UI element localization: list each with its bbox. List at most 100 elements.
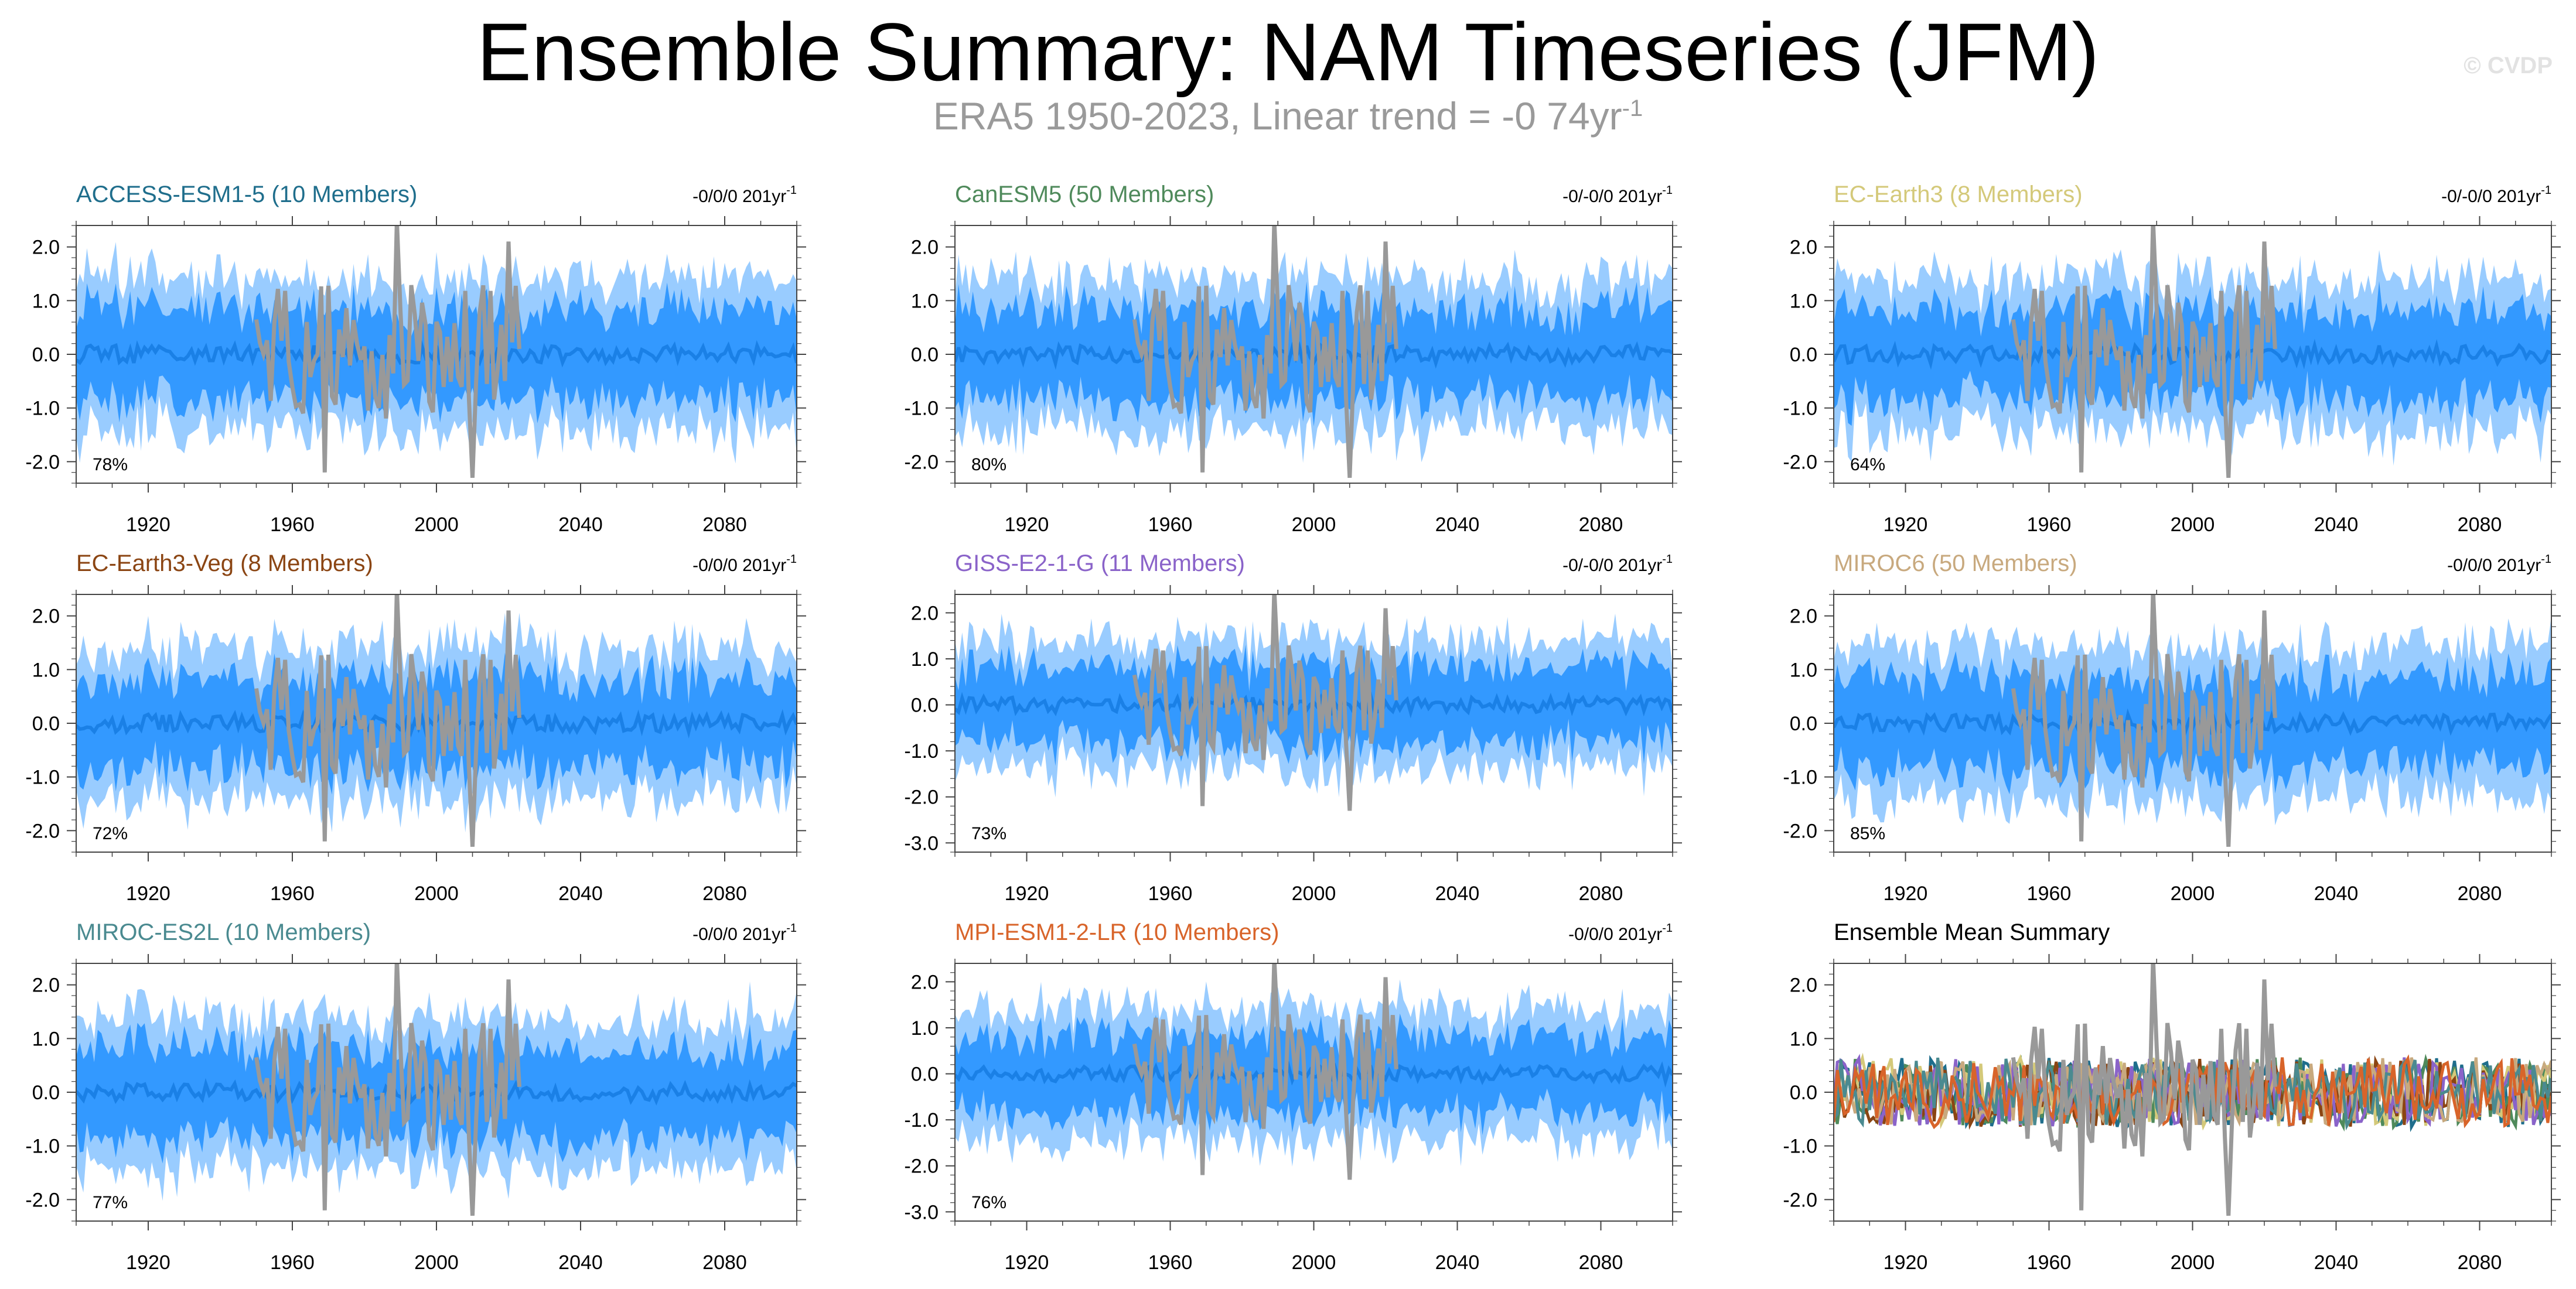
y-tick-label: -2.0 <box>25 820 60 842</box>
x-tick-label: 1960 <box>270 883 315 905</box>
x-tick-label: 1920 <box>1884 883 1928 905</box>
observations-line <box>254 594 521 847</box>
subtitle-text: ERA5 1950-2023, Linear trend = -0 74yr <box>933 94 1622 138</box>
plot-area <box>1834 594 2551 847</box>
page-subtitle: ERA5 1950-2023, Linear trend = -0 74yr-1 <box>0 94 2576 138</box>
x-tick-label: 1960 <box>1148 514 1193 536</box>
chart-panel: MIROC-ES2L (10 Members) -0/0/0 201yr-1 192… <box>25 919 806 1274</box>
panel-trend: -0/0/0 201yr-1 <box>1568 922 1673 944</box>
y-tick-label: 0.0 <box>1790 1082 1817 1104</box>
x-tick-label: 2040 <box>1435 883 1480 905</box>
y-tick-label: 0.0 <box>911 1064 939 1086</box>
plot-area <box>76 225 797 478</box>
y-tick-label: 0.0 <box>32 1082 60 1104</box>
x-tick-label: 1960 <box>2027 883 2072 905</box>
observations-line <box>1132 225 1398 478</box>
observations-line <box>254 963 521 1216</box>
x-tick-label: 1960 <box>1148 1252 1193 1274</box>
panel-trend: -0/0/0 201yr-1 <box>692 922 797 944</box>
x-tick-label: 2040 <box>558 1252 603 1274</box>
chart-panel: EC-Earth3 (8 Members) -0/-0/0 201yr-1 1920… <box>1783 182 2561 536</box>
panel-title: EC-Earth3 (8 Members) <box>1834 182 2083 207</box>
plot-area <box>1834 225 2551 478</box>
x-tick-label: 2080 <box>1579 514 1623 536</box>
y-tick-label: 2.0 <box>911 971 939 993</box>
y-tick-label: 2.0 <box>911 602 939 624</box>
x-tick-label: 1960 <box>2027 514 2072 536</box>
x-tick-label: 2000 <box>2171 1252 2215 1274</box>
panel-trend: -0/-0/0 201yr-1 <box>2441 184 2551 206</box>
observations-line <box>2011 963 2277 1216</box>
x-tick-label: 2040 <box>2314 1252 2359 1274</box>
x-tick-label: 2000 <box>2171 514 2215 536</box>
cvdp-watermark: © CVDP <box>2464 53 2553 78</box>
panel-percent-label: 85% <box>1850 824 1885 843</box>
observations-line <box>1132 594 1398 811</box>
x-tick-label: 2080 <box>702 514 747 536</box>
panel-trend: -0/-0/0 201yr-1 <box>1562 553 1673 575</box>
panel-title: Ensemble Mean Summary <box>1834 919 2110 945</box>
page-title: Ensemble Summary: NAM Timeseries (JFM) <box>476 6 2100 98</box>
x-tick-label: 2000 <box>1292 883 1336 905</box>
y-tick-label: 2.0 <box>1790 975 1817 997</box>
panel-percent-label: 73% <box>971 824 1006 843</box>
x-tick-label: 1920 <box>126 514 170 536</box>
y-tick-label: 2.0 <box>32 975 60 997</box>
y-tick-label: -3.0 <box>904 1201 939 1223</box>
x-tick-label: 2000 <box>414 883 459 905</box>
x-tick-label: 2040 <box>558 883 603 905</box>
panel-title: MPI-ESM1-2-LR (10 Members) <box>955 919 1279 945</box>
panel-trend: -0/-0/0 201yr-1 <box>1562 184 1673 206</box>
panel-percent-label: 76% <box>971 1193 1006 1212</box>
plot-area <box>955 594 1673 811</box>
x-tick-label: 2000 <box>1292 1252 1336 1274</box>
chart-panel: MPI-ESM1-2-LR (10 Members) -0/0/0 201yr-1… <box>904 919 1682 1274</box>
x-tick-label: 2040 <box>1435 514 1480 536</box>
y-tick-label: -3.0 <box>904 832 939 854</box>
subtitle-superscript: -1 <box>1622 95 1643 121</box>
x-tick-label: 2000 <box>2171 883 2215 905</box>
plot-area <box>955 963 1673 1180</box>
y-tick-label: -1.0 <box>904 398 939 420</box>
panel-title: GISS-E2-1-G (11 Members) <box>955 551 1245 576</box>
x-tick-label: 1920 <box>1884 1252 1928 1274</box>
y-tick-label: 0.0 <box>911 344 939 366</box>
y-tick-label: 0.0 <box>32 713 60 735</box>
x-tick-label: 1920 <box>126 1252 170 1274</box>
y-tick-label: -2.0 <box>904 1155 939 1178</box>
chart-panel: ACCESS-ESM1-5 (10 Members) -0/0/0 201yr-1… <box>25 182 806 536</box>
x-tick-label: 1920 <box>1005 883 1049 905</box>
observations-line <box>1132 963 1398 1180</box>
y-tick-label: -1.0 <box>25 1136 60 1158</box>
chart-panel: EC-Earth3-Veg (8 Members) -0/0/0 201yr-1 1… <box>25 551 806 905</box>
x-tick-label: 2080 <box>2458 1252 2502 1274</box>
observations-line <box>2011 594 2277 847</box>
plot-area <box>1834 963 2551 1216</box>
observations-line <box>254 225 521 478</box>
y-tick-label: -2.0 <box>904 787 939 809</box>
plot-area <box>76 963 797 1216</box>
y-tick-label: 1.0 <box>1790 1028 1817 1050</box>
y-tick-label: 1.0 <box>32 290 60 312</box>
x-tick-label: 2080 <box>1579 1252 1623 1274</box>
y-tick-label: 0.0 <box>1790 713 1817 735</box>
y-tick-label: 2.0 <box>32 237 60 259</box>
y-tick-label: -1.0 <box>904 740 939 763</box>
panel-percent-label: 72% <box>93 824 128 843</box>
x-tick-label: 1920 <box>1005 1252 1049 1274</box>
y-tick-label: -2.0 <box>1783 1189 1817 1211</box>
x-tick-label: 2040 <box>558 514 603 536</box>
panel-percent-label: 80% <box>971 455 1006 474</box>
x-tick-label: 2080 <box>2458 883 2502 905</box>
y-tick-label: 0.0 <box>911 695 939 717</box>
x-tick-label: 2080 <box>1579 883 1623 905</box>
x-tick-label: 1960 <box>1148 883 1193 905</box>
y-tick-label: -2.0 <box>1783 820 1817 842</box>
y-tick-label: 2.0 <box>1790 606 1817 628</box>
x-tick-label: 2040 <box>2314 514 2359 536</box>
chart-panel: GISS-E2-1-G (11 Members) -0/-0/0 201yr-1 1… <box>904 551 1682 905</box>
y-tick-label: 1.0 <box>32 659 60 681</box>
y-tick-label: 1.0 <box>1790 290 1817 312</box>
chart-panel: Ensemble Mean Summary 1920 1960 2000 2040 208… <box>1783 919 2561 1274</box>
panel-title: MIROC-ES2L (10 Members) <box>76 919 371 945</box>
